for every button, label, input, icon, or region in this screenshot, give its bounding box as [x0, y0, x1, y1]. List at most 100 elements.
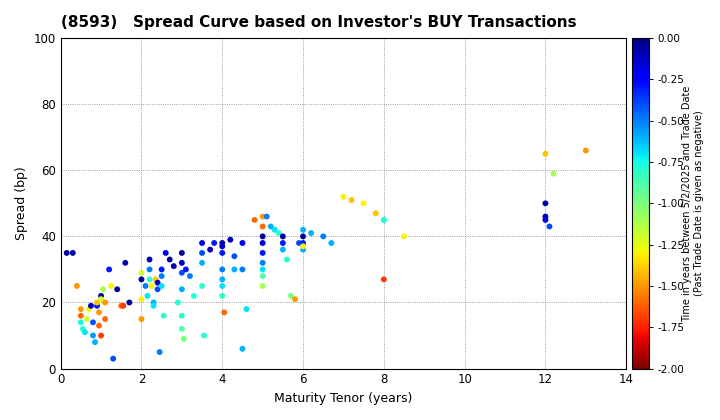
- Point: [75, 306, 86, 312]
- Point: [85, 302, 96, 309]
- Point: [152, 279, 163, 286]
- Point: [346, 197, 357, 203]
- Point: [176, 286, 188, 293]
- Point: [297, 246, 309, 253]
- Point: [540, 150, 552, 157]
- Point: [112, 286, 123, 293]
- Point: [198, 332, 210, 339]
- Point: [305, 230, 317, 236]
- Point: [378, 217, 390, 223]
- Point: [285, 292, 297, 299]
- Point: [217, 266, 228, 273]
- Point: [168, 263, 179, 270]
- Point: [229, 253, 240, 260]
- Point: [378, 276, 390, 283]
- Point: [91, 302, 103, 309]
- Point: [273, 230, 284, 236]
- Y-axis label: Time in years between 5/2/2025 and Trade Date
(Past Trade Date is given as negat: Time in years between 5/2/2025 and Trade…: [683, 85, 704, 322]
- Point: [164, 256, 176, 263]
- Point: [150, 276, 161, 283]
- Point: [237, 345, 248, 352]
- Point: [548, 170, 559, 177]
- X-axis label: Maturity Tenor (years): Maturity Tenor (years): [274, 392, 413, 405]
- Point: [540, 200, 552, 207]
- Point: [289, 296, 301, 302]
- Point: [237, 240, 248, 247]
- Point: [178, 336, 189, 342]
- Point: [95, 332, 107, 339]
- Point: [87, 332, 99, 339]
- Point: [217, 240, 228, 247]
- Point: [249, 217, 261, 223]
- Point: [358, 200, 369, 207]
- Point: [197, 260, 208, 266]
- Point: [257, 233, 269, 240]
- Point: [370, 210, 382, 217]
- Point: [217, 249, 228, 256]
- Point: [87, 319, 99, 326]
- Point: [257, 266, 269, 273]
- Point: [117, 302, 129, 309]
- Point: [156, 266, 168, 273]
- Point: [135, 316, 147, 323]
- Point: [217, 283, 228, 289]
- Point: [217, 292, 228, 299]
- Point: [176, 312, 188, 319]
- Point: [99, 299, 111, 306]
- Point: [84, 306, 95, 312]
- Point: [281, 256, 292, 263]
- Point: [257, 240, 269, 247]
- Point: [180, 266, 192, 273]
- Point: [197, 240, 208, 247]
- Point: [277, 246, 289, 253]
- Point: [91, 299, 103, 306]
- Point: [540, 217, 552, 223]
- Point: [97, 286, 109, 293]
- Point: [257, 260, 269, 266]
- Point: [148, 302, 159, 309]
- Point: [257, 249, 269, 256]
- Point: [124, 299, 135, 306]
- Point: [176, 326, 188, 332]
- Point: [225, 236, 236, 243]
- Point: [240, 306, 252, 312]
- Point: [95, 292, 107, 299]
- Point: [89, 339, 101, 346]
- Point: [540, 213, 552, 220]
- Point: [120, 260, 131, 266]
- Point: [277, 233, 289, 240]
- Point: [208, 240, 220, 247]
- Point: [144, 256, 156, 263]
- Point: [105, 283, 117, 289]
- Point: [152, 286, 163, 293]
- Point: [188, 292, 199, 299]
- Point: [269, 226, 281, 233]
- Point: [297, 243, 309, 249]
- Point: [148, 299, 159, 306]
- Point: [176, 249, 188, 256]
- Point: [154, 349, 166, 355]
- Point: [135, 269, 147, 276]
- Point: [94, 322, 105, 329]
- Point: [67, 249, 78, 256]
- Point: [217, 276, 228, 283]
- Point: [140, 283, 151, 289]
- Point: [297, 226, 309, 233]
- Point: [158, 312, 169, 319]
- Point: [184, 273, 196, 279]
- Point: [95, 296, 107, 302]
- Point: [261, 213, 272, 220]
- Point: [218, 309, 230, 316]
- Point: [79, 329, 91, 336]
- Point: [338, 193, 349, 200]
- Point: [71, 283, 83, 289]
- Point: [257, 223, 269, 230]
- Point: [257, 273, 269, 279]
- Point: [297, 240, 309, 247]
- Point: [135, 276, 147, 283]
- Point: [104, 266, 115, 273]
- Text: (8593)   Spread Curve based on Investor's BUY Transactions: (8593) Spread Curve based on Investor's …: [60, 15, 576, 30]
- Point: [61, 249, 73, 256]
- Point: [197, 283, 208, 289]
- Point: [544, 223, 555, 230]
